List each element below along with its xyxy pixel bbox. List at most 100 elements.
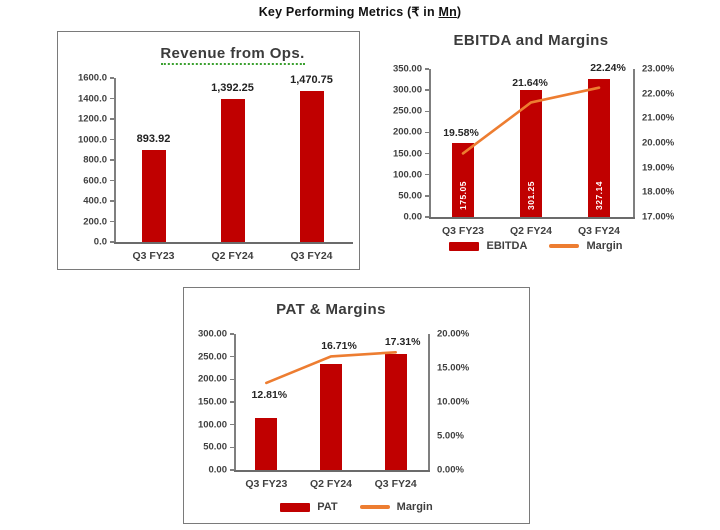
y-axis-tick-mark	[110, 200, 114, 202]
y-axis-tick-mark	[110, 241, 114, 243]
y-axis-tick-label: 150.00	[197, 396, 227, 408]
y-axis-tick-mark	[230, 446, 234, 449]
secondary-y-axis-tick-label: 18.00%	[642, 186, 675, 198]
secondary-y-axis-tick-label: 0.00%	[437, 464, 464, 476]
y-axis-tick-label: 250.00	[392, 105, 422, 117]
bar-value-label: 1,392.25	[211, 82, 254, 95]
y-axis-tick-label: 250.00	[197, 351, 227, 363]
page-title-text: Key Performing Metrics (₹ in	[258, 5, 439, 19]
y-axis-line	[114, 78, 116, 242]
page-title: Key Performing Metrics (₹ in Mn)	[0, 4, 720, 19]
legend-label: EBITDA	[486, 240, 528, 252]
legend-label: Margin	[586, 240, 623, 252]
legend-label: PAT	[317, 501, 338, 513]
y-axis-tick-label: 100.00	[197, 419, 227, 431]
legend-item: Margin	[359, 501, 433, 513]
x-axis-category-label: Q3 FY23	[245, 478, 288, 490]
margin-point-label: 16.71%	[321, 340, 357, 353]
margin-point-label: 21.64%	[512, 76, 548, 89]
margin-line	[264, 350, 397, 385]
secondary-y-axis-line	[633, 69, 635, 217]
x-axis-line	[114, 242, 353, 244]
y-axis-tick-label: 800.0	[83, 154, 107, 166]
y-axis-tick-label: 150.00	[392, 148, 422, 160]
secondary-y-axis-tick-label: 20.00%	[437, 328, 470, 340]
margin-point-label: 22.24%	[590, 61, 626, 74]
y-axis-tick-label: 200.00	[197, 373, 227, 385]
secondary-y-axis-tick-label: 10.00%	[437, 396, 470, 408]
margin-point-label: 12.81%	[251, 388, 288, 401]
margin-point-label: 17.31%	[384, 336, 421, 349]
y-axis-tick-mark	[230, 401, 234, 403]
secondary-y-axis-tick-label: 5.00%	[437, 430, 464, 442]
x-axis-category-label: Q3 FY23	[441, 225, 485, 237]
legend-item: Margin	[549, 240, 623, 252]
y-axis-tick-label: 1400.0	[77, 93, 107, 104]
y-axis-tick-mark	[110, 138, 114, 141]
bar	[255, 417, 278, 470]
secondary-y-axis-tick-label: 23.00%	[642, 63, 675, 75]
bar	[384, 354, 407, 470]
y-axis-tick-label: 1600.0	[77, 72, 107, 84]
y-axis-tick-label: 1200.0	[77, 113, 107, 125]
bar	[299, 91, 324, 242]
ebitda-margins-chart: EBITDA and Margins 350.00 300.00 250.00 200.…	[385, 28, 687, 258]
x-axis-category-label: Q3 FY24	[290, 250, 333, 262]
page-title-underlined-unit: Mn	[438, 5, 457, 19]
y-axis-line	[234, 334, 236, 470]
legend-item: EBITDA	[449, 240, 527, 252]
chart-title: EBITDA and Margins	[453, 32, 609, 49]
y-axis-tick-mark	[425, 195, 429, 197]
y-axis-tick-label: 50.00	[203, 441, 227, 453]
margin-point-label: 19.58%	[443, 127, 479, 140]
x-axis-category-label: Q2 FY24	[309, 478, 353, 490]
y-axis-tick-mark	[110, 118, 114, 120]
y-axis-tick-label: 1000.0	[77, 134, 107, 145]
x-axis-category-label: Q3 FY24	[577, 225, 621, 237]
y-axis-tick-mark	[425, 110, 429, 113]
legend-item: PAT	[280, 501, 338, 513]
legend-swatch-line	[549, 244, 580, 248]
y-axis-tick-label: 0.00	[208, 464, 228, 476]
secondary-y-axis-tick-label: 21.00%	[642, 112, 675, 124]
y-axis-tick-mark	[425, 152, 429, 155]
y-axis-tick-mark	[110, 159, 114, 161]
legend-swatch-bar	[449, 241, 480, 251]
page-title-suffix: )	[456, 5, 462, 19]
x-axis-category-label: Q3 FY23	[132, 250, 175, 262]
secondary-y-axis-tick-label: 19.00%	[642, 162, 675, 174]
y-axis-tick-label: 600.0	[83, 175, 107, 186]
y-axis-tick-mark	[425, 131, 429, 134]
secondary-y-axis-tick-label: 15.00%	[437, 362, 470, 374]
y-axis-tick-mark	[230, 469, 234, 471]
secondary-y-axis-tick-label: 17.00%	[642, 211, 675, 223]
y-axis-tick-mark	[230, 333, 234, 335]
chart-title: Revenue from Ops.	[160, 45, 305, 65]
legend-swatch-bar	[280, 502, 311, 512]
secondary-y-axis-line	[428, 334, 430, 470]
y-axis-tick-label: 300.00	[392, 84, 422, 96]
x-axis-line	[429, 217, 635, 219]
y-axis-tick-mark	[110, 179, 114, 182]
y-axis-tick-mark	[230, 423, 234, 426]
y-axis-tick-label: 300.00	[197, 328, 227, 340]
y-axis-tick-mark	[110, 77, 114, 79]
legend-swatch-line	[359, 505, 390, 509]
y-axis-tick-mark	[425, 173, 429, 176]
secondary-y-axis-tick-label: 22.00%	[642, 88, 675, 100]
legend-label: Margin	[396, 501, 433, 513]
x-axis-category-label: Q2 FY24	[211, 250, 254, 262]
chart-title: PAT & Margins	[276, 301, 386, 318]
y-axis-tick-mark	[425, 216, 429, 218]
y-axis-tick-mark	[230, 378, 234, 381]
y-axis-tick-label: 350.00	[392, 63, 422, 75]
revenue-chart: Revenue from Ops. 1600.0 1400.0 1200.0 1000.…	[57, 31, 360, 270]
y-axis-tick-label: 100.00	[392, 169, 422, 181]
x-axis-line	[234, 470, 430, 472]
y-axis-tick-mark	[230, 355, 234, 358]
bar	[452, 142, 474, 217]
y-axis-tick-mark	[110, 97, 114, 100]
y-axis-tick-label: 200.00	[392, 126, 422, 138]
bar	[141, 150, 166, 242]
